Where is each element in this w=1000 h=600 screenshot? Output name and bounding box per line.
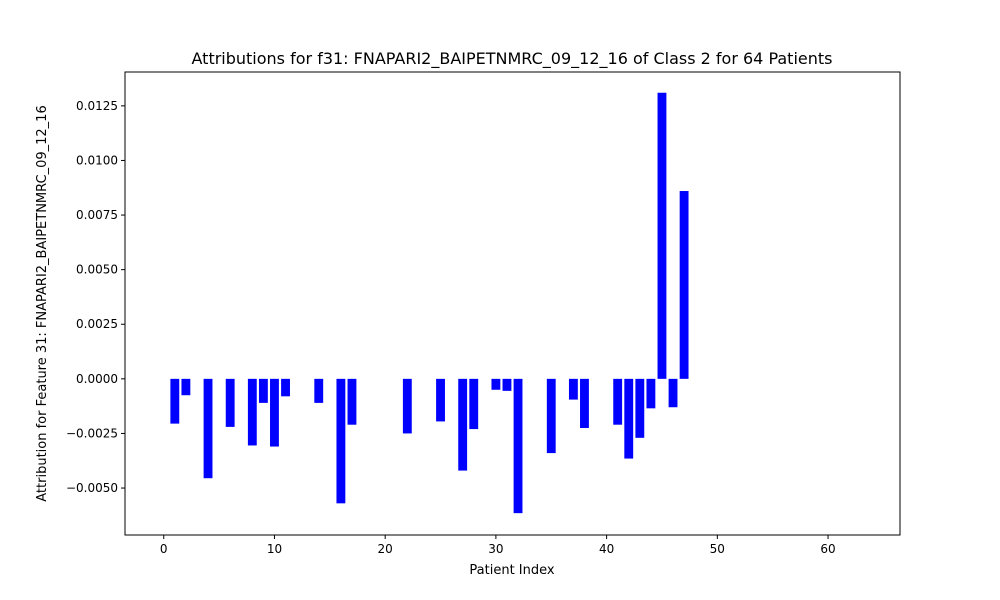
bar-patient-42: [624, 378, 634, 459]
bar-patient-25: [436, 378, 445, 422]
x-axis-ticks: 0 10 20 30 40 50 60: [160, 535, 836, 556]
bar-patient-32: [513, 378, 523, 514]
y-tick-label: 0.0050: [76, 263, 118, 277]
bar-patient-37: [568, 378, 578, 400]
bar-patient-31: [502, 378, 512, 391]
x-tick-label: 10: [267, 542, 282, 556]
y-tick-label: 0.0000: [76, 372, 118, 386]
bar-patient-1: [170, 378, 180, 424]
bar-patient-22: [402, 378, 412, 434]
bar-patient-30: [491, 378, 501, 390]
y-tick-label: −0.0025: [66, 426, 118, 440]
bar-patient-16: [336, 378, 346, 504]
bar-patient-8: [247, 378, 257, 446]
bar-patient-17: [347, 378, 357, 425]
y-axis-ticks: −0.0050 −0.0025 0.0000 0.0025 0.0050 0.0075 0.…: [66, 99, 125, 495]
bar-patient-6: [225, 378, 235, 427]
bar-patient-44: [646, 378, 656, 409]
x-tick-label: 0: [160, 542, 168, 556]
y-tick-label: 0.0075: [76, 208, 118, 222]
bar-patient-45: [657, 92, 667, 379]
bars-group: [170, 92, 689, 514]
x-tick-label: 30: [488, 542, 503, 556]
x-axis-label: Patient Index: [469, 563, 554, 578]
plot-frame: [124, 71, 901, 536]
bar-patient-38: [580, 378, 589, 428]
bar-patient-28: [469, 378, 479, 430]
bar-patient-41: [613, 378, 623, 425]
bar-patient-4: [203, 378, 213, 479]
bar-patient-46: [668, 378, 678, 408]
bar-patient-35: [546, 378, 556, 454]
y-tick-label: 0.0025: [76, 317, 118, 331]
y-tick-label: −0.0050: [66, 481, 118, 495]
x-tick-label: 20: [378, 542, 393, 556]
bar-patient-2: [181, 378, 191, 396]
y-tick-label: 0.0125: [76, 99, 118, 113]
bar-patient-9: [258, 378, 268, 403]
x-tick-label: 40: [599, 542, 614, 556]
bar-patient-14: [314, 378, 324, 403]
bar-patient-43: [635, 378, 645, 438]
x-tick-label: 50: [710, 542, 725, 556]
y-tick-label: 0.0100: [76, 153, 118, 167]
bar-patient-11: [281, 378, 290, 397]
y-axis-label: Attribution for Feature 31: FNAPARI2_BAI…: [35, 105, 50, 501]
bar-patient-27: [458, 378, 468, 471]
bar-patient-10: [270, 378, 279, 447]
chart-title: Attributions for f31: FNAPARI2_BAIPETNMR…: [192, 49, 833, 69]
x-tick-label: 60: [820, 542, 835, 556]
bar-patient-47: [679, 191, 689, 379]
